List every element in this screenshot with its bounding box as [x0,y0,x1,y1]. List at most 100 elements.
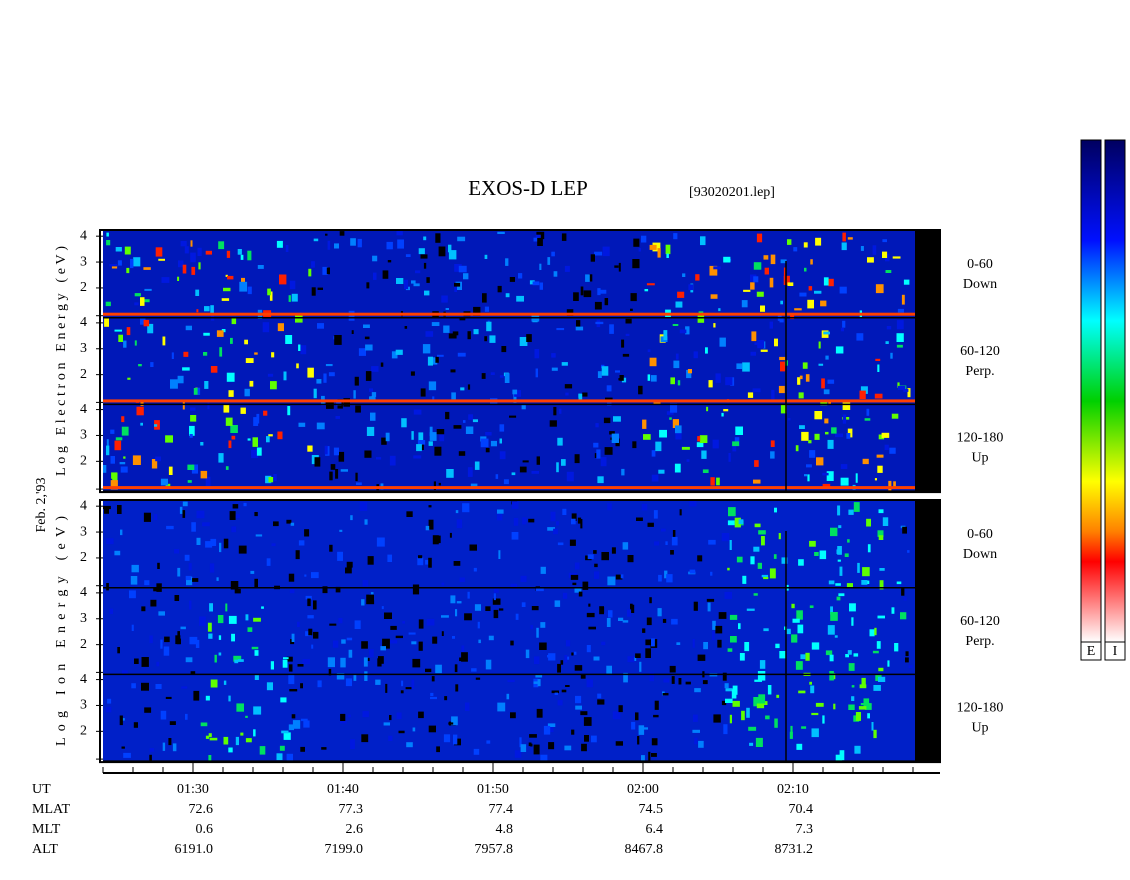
texture [121,670,128,676]
texture [227,275,234,280]
texture [505,258,509,266]
texture [594,563,598,568]
texture [262,322,270,333]
texture [858,706,867,710]
texture [335,469,339,479]
texture [513,393,517,403]
texture [723,256,731,263]
texture [866,518,871,527]
texture [209,603,213,612]
texture [335,586,341,593]
texture [801,726,807,729]
texture [796,610,803,620]
texture [805,374,810,382]
texture [896,344,903,348]
texture [458,265,467,273]
texture [611,547,616,554]
texture [760,349,768,352]
texture [437,354,444,357]
texture [773,554,777,559]
texture [578,393,582,398]
texture [230,581,239,590]
texture [672,324,679,326]
texture [177,631,180,639]
texture [751,331,757,342]
panel-label: 120-180 [957,701,1004,716]
texture [780,300,783,305]
texture [307,367,314,378]
y-tick-label: 3 [80,524,87,539]
texture [361,734,369,743]
texture [676,642,681,645]
texture [535,587,544,592]
texture [808,440,812,444]
texture [390,625,397,630]
texture [232,514,240,519]
texture [465,426,474,434]
y-axis-label: Log Ion Energy (eV) [54,516,69,746]
texture [844,553,849,557]
texture [431,357,438,365]
texture [723,724,728,735]
texture [779,317,784,323]
texture [268,434,273,437]
texture [706,598,715,602]
texture [664,570,668,579]
texture [410,371,415,376]
texture [200,470,208,479]
texture [282,659,288,668]
texture [420,388,426,397]
texture [511,532,519,540]
texture [643,434,651,440]
texture [203,352,208,356]
texture [136,406,144,416]
texture [443,325,450,333]
texture [457,352,466,357]
texture [588,603,591,607]
texture [581,743,587,752]
texture [338,451,345,462]
texture [597,699,605,705]
texture [602,246,610,257]
texture [195,289,200,296]
texture [418,432,424,440]
texture [822,715,825,724]
texture [133,722,138,728]
texture [875,284,884,294]
texture [671,676,675,684]
texture [553,271,558,277]
texture [516,295,524,302]
texture [115,247,122,252]
texture [216,330,224,337]
texture [572,582,577,586]
texture [547,527,555,531]
texture [903,279,910,285]
panel-label: Perp. [965,364,994,379]
texture [168,738,172,746]
texture [839,286,847,294]
texture [484,336,488,342]
texture [218,241,225,250]
texture [795,661,803,670]
texture [118,334,123,342]
y-tick-label: 4 [80,498,87,513]
texture [192,578,199,582]
texture [255,534,263,537]
texture [498,608,504,611]
texture [741,300,748,308]
texture [809,681,812,685]
texture [621,377,627,383]
texture [799,425,805,429]
texture [499,451,506,460]
texture [441,582,445,586]
texture [119,715,123,726]
texture [322,586,328,594]
texture [469,544,477,551]
texture [742,362,750,372]
texture [247,627,253,632]
texture [210,366,218,373]
texture [713,714,721,723]
texture [129,590,136,599]
texture [820,300,827,307]
texture [291,293,298,302]
